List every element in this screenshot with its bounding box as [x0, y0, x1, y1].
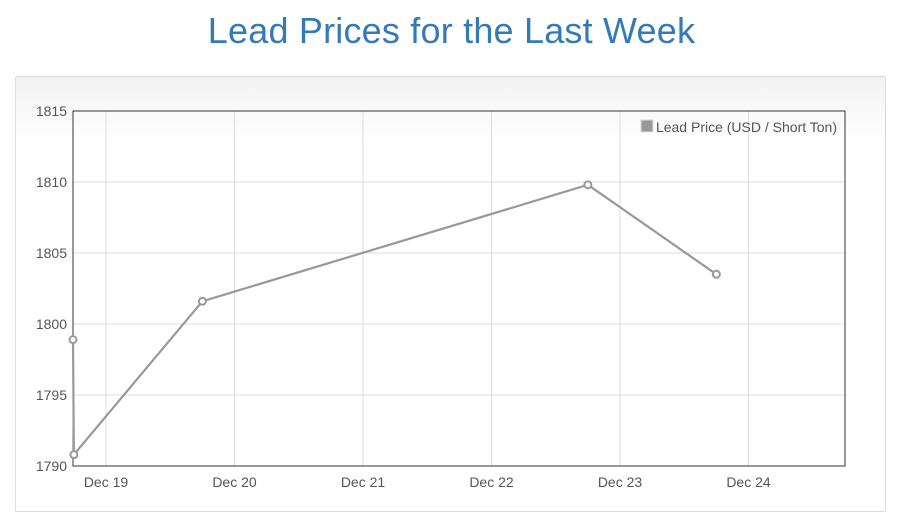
x-tick-label: Dec 19 — [84, 474, 129, 490]
y-tick-label: 1805 — [36, 245, 67, 261]
y-tick-label: 1800 — [36, 316, 67, 332]
legend-swatch — [640, 119, 654, 133]
x-tick-label: Dec 20 — [212, 474, 257, 490]
x-tick-label: Dec 24 — [726, 474, 771, 490]
x-tick-label: Dec 22 — [469, 474, 514, 490]
data-point[interactable] — [711, 269, 721, 279]
x-axis-tick-labels: Dec 19 Dec 20 Dec 21 Dec 22 Dec 23 Dec 24 — [84, 474, 771, 490]
y-tick-label: 1795 — [36, 387, 67, 403]
legend: Lead Price (USD / Short Ton) — [640, 119, 837, 135]
data-point[interactable] — [197, 296, 207, 306]
grid — [73, 110, 845, 467]
page-title: Lead Prices for the Last Week — [207, 10, 696, 51]
y-axis-tick-labels: 1815 1810 1805 1800 1795 1790 — [36, 103, 67, 474]
y-tick-label: 1790 — [36, 458, 67, 474]
data-point[interactable] — [69, 450, 79, 460]
y-tick-label: 1815 — [36, 103, 67, 119]
series-layer — [68, 180, 721, 460]
legend-label: Lead Price (USD / Short Ton) — [656, 119, 837, 135]
data-point[interactable] — [68, 335, 78, 345]
data-point[interactable] — [583, 180, 593, 190]
y-tick-label: 1810 — [36, 174, 67, 190]
x-tick-label: Dec 21 — [341, 474, 386, 490]
plot-area-frame — [72, 110, 846, 467]
x-tick-label: Dec 23 — [598, 474, 643, 490]
chart-panel — [15, 76, 886, 512]
